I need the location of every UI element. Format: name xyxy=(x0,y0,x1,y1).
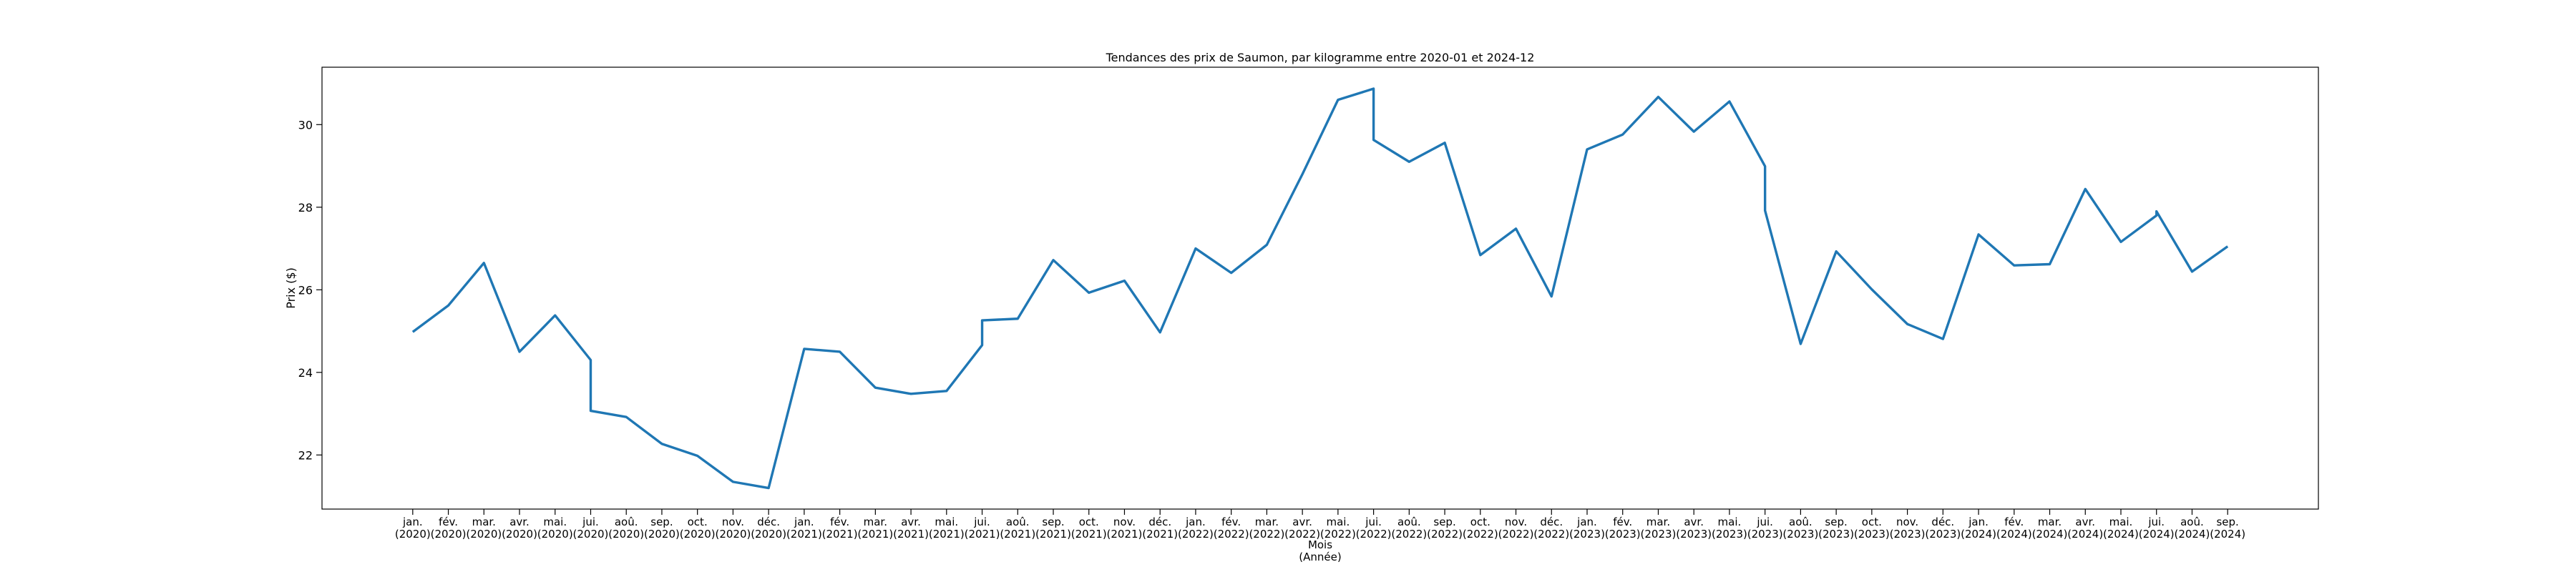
x-tick-label: oct. (2023) xyxy=(1853,516,1890,541)
x-tick-label: mar. (2020) xyxy=(466,516,502,541)
x-tick-label: aoû. (2023) xyxy=(1782,516,1819,541)
x-tick-label: déc. (2022) xyxy=(1533,516,1570,541)
y-tick-label: 22 xyxy=(298,448,313,462)
plot-area xyxy=(321,66,2319,510)
x-tick-label: sep. (2024) xyxy=(2210,516,2246,541)
x-tick-label: jui. (2021) xyxy=(964,516,1000,541)
x-tick-label: nov. (2023) xyxy=(1889,516,1926,541)
x-tick-label: mai. (2024) xyxy=(2103,516,2139,541)
x-tick-label: avr. (2020) xyxy=(502,516,537,541)
x-tick-label: nov. (2022) xyxy=(1498,516,1534,541)
x-tick-label: jui. (2022) xyxy=(1355,516,1392,541)
x-tick-label: mai. (2022) xyxy=(1319,516,1356,541)
x-tick-label: fév. (2020) xyxy=(430,516,467,541)
x-tick-label: mar. (2022) xyxy=(1249,516,1285,541)
x-tick-label: sep. (2022) xyxy=(1427,516,1463,541)
x-tick-label: aoû. (2022) xyxy=(1391,516,1428,541)
x-tick-label: avr. (2023) xyxy=(1676,516,1712,541)
x-tick-label: jui. (2024) xyxy=(2138,516,2175,541)
x-tick-label: avr. (2021) xyxy=(893,516,930,541)
y-tick-label: 28 xyxy=(298,201,313,214)
x-tick-label: sep. (2020) xyxy=(643,516,680,541)
x-tick-label: mar. (2021) xyxy=(857,516,894,541)
chart-title: Tendances des prix de Saumon, par kilogr… xyxy=(1106,51,1535,64)
x-tick-label: nov. (2021) xyxy=(1106,516,1143,541)
x-tick-label: déc. (2023) xyxy=(1925,516,1961,541)
y-tick-label: 24 xyxy=(298,366,313,380)
x-tick-label: fév. (2022) xyxy=(1213,516,1249,541)
x-tick-label: aoû. (2020) xyxy=(608,516,645,541)
y-tick-label: 26 xyxy=(298,283,313,297)
x-axis-label: Mois (Année) xyxy=(1299,538,1342,563)
x-tick-label: aoû. (2024) xyxy=(2174,516,2210,541)
x-tick-label: oct. (2021) xyxy=(1070,516,1107,541)
x-tick-label: jan. (2023) xyxy=(1569,516,1605,541)
x-tick-label: sep. (2021) xyxy=(1035,516,1071,541)
x-tick-label: mai. (2023) xyxy=(1711,516,1747,541)
x-tick-label: jan. (2024) xyxy=(1961,516,1996,541)
x-tick-label: jui. (2020) xyxy=(572,516,609,541)
x-tick-label: mai. (2020) xyxy=(537,516,573,541)
x-tick-label: oct. (2022) xyxy=(1462,516,1498,541)
x-tick-label: avr. (2024) xyxy=(2067,516,2104,541)
x-tick-label: mai. (2021) xyxy=(928,516,965,541)
x-tick-label: déc. (2021) xyxy=(1142,516,1179,541)
x-tick-label: fév. (2021) xyxy=(821,516,858,541)
x-tick-label: jui. (2023) xyxy=(1747,516,1783,541)
x-tick-label: jan. (2020) xyxy=(394,516,431,541)
y-tick-label: 30 xyxy=(298,118,313,132)
x-tick-label: sep. (2023) xyxy=(1818,516,1855,541)
x-tick-label: jan. (2022) xyxy=(1177,516,1214,541)
x-tick-label: jan. (2021) xyxy=(786,516,822,541)
x-tick-label: fév. (2023) xyxy=(1604,516,1641,541)
x-tick-label: mar. (2023) xyxy=(1640,516,1677,541)
price-line xyxy=(411,87,2229,490)
x-tick-label: aoû. (2021) xyxy=(1000,516,1036,541)
x-tick-label: fév. (2024) xyxy=(1996,516,2032,541)
x-tick-label: nov. (2020) xyxy=(715,516,751,541)
x-tick-label: avr. (2022) xyxy=(1284,516,1321,541)
x-tick-label: déc. (2020) xyxy=(751,516,787,541)
y-axis-label: Prix ($) xyxy=(284,267,298,309)
x-tick-label: mar. (2024) xyxy=(2031,516,2068,541)
x-tick-label: oct. (2020) xyxy=(679,516,716,541)
